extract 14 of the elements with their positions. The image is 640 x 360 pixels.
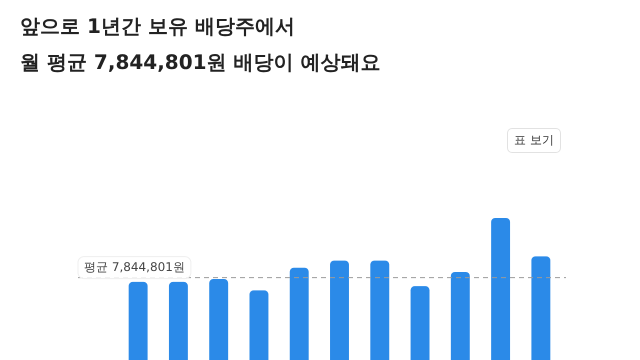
ref-line-label: 평균 7,844,801원 <box>84 260 185 274</box>
chart-title: 앞으로 1년간 보유 배당주에서 월 평균 7,844,801원 배당이 예상돼요 <box>20 13 380 76</box>
bar <box>128 282 148 360</box>
text: 표 보기 <box>507 128 561 153</box>
bar <box>290 268 309 360</box>
bar <box>370 260 390 360</box>
bar <box>410 286 430 360</box>
bar <box>450 272 470 360</box>
bar <box>491 218 510 360</box>
bar <box>168 282 188 360</box>
bar <box>330 260 349 360</box>
bar <box>209 279 228 360</box>
bar <box>531 256 550 360</box>
bar <box>249 290 268 360</box>
